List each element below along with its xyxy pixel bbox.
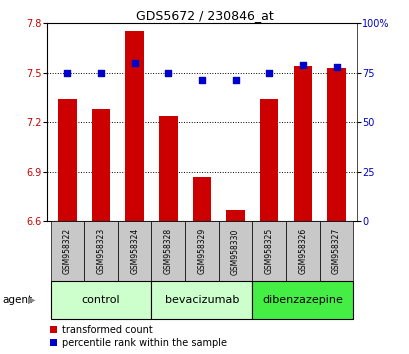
Text: GSM958330: GSM958330 [231,228,240,275]
Bar [218,221,252,281]
Bar [285,221,319,281]
Text: dibenzazepine: dibenzazepine [262,295,342,305]
Text: ▶: ▶ [28,295,35,305]
Bar [50,221,84,281]
Text: bevacizumab: bevacizumab [164,295,238,305]
Point [164,70,171,75]
Bar [184,221,218,281]
Point [299,62,306,68]
Text: GSM958328: GSM958328 [163,228,172,274]
Bar [226,210,244,221]
Point [232,78,238,83]
Bar [319,221,353,281]
Bar [259,99,278,221]
Bar [50,281,151,319]
Text: GSM958323: GSM958323 [96,228,105,274]
Point [265,70,272,75]
Text: GDS5672 / 230846_at: GDS5672 / 230846_at [136,9,273,22]
Text: GSM958327: GSM958327 [331,228,340,274]
Bar [326,68,345,221]
Bar [252,221,285,281]
Point [198,78,205,83]
Bar [252,281,353,319]
Bar [84,221,117,281]
Bar [293,66,311,221]
Point [131,60,137,65]
Text: control: control [81,295,120,305]
Bar [125,31,144,221]
Text: GSM958322: GSM958322 [63,228,72,274]
Text: GSM958329: GSM958329 [197,228,206,274]
Bar [151,221,184,281]
Legend: transformed count, percentile rank within the sample: transformed count, percentile rank withi… [46,321,231,352]
Bar [58,99,76,221]
Bar [159,115,177,221]
Text: GSM958325: GSM958325 [264,228,273,274]
Bar [117,221,151,281]
Text: GSM958326: GSM958326 [298,228,307,274]
Point [64,70,70,75]
Bar [151,281,252,319]
Bar [92,109,110,221]
Point [333,64,339,69]
Point [97,70,104,75]
Text: agent: agent [2,295,32,305]
Text: GSM958324: GSM958324 [130,228,139,274]
Bar [192,177,211,221]
